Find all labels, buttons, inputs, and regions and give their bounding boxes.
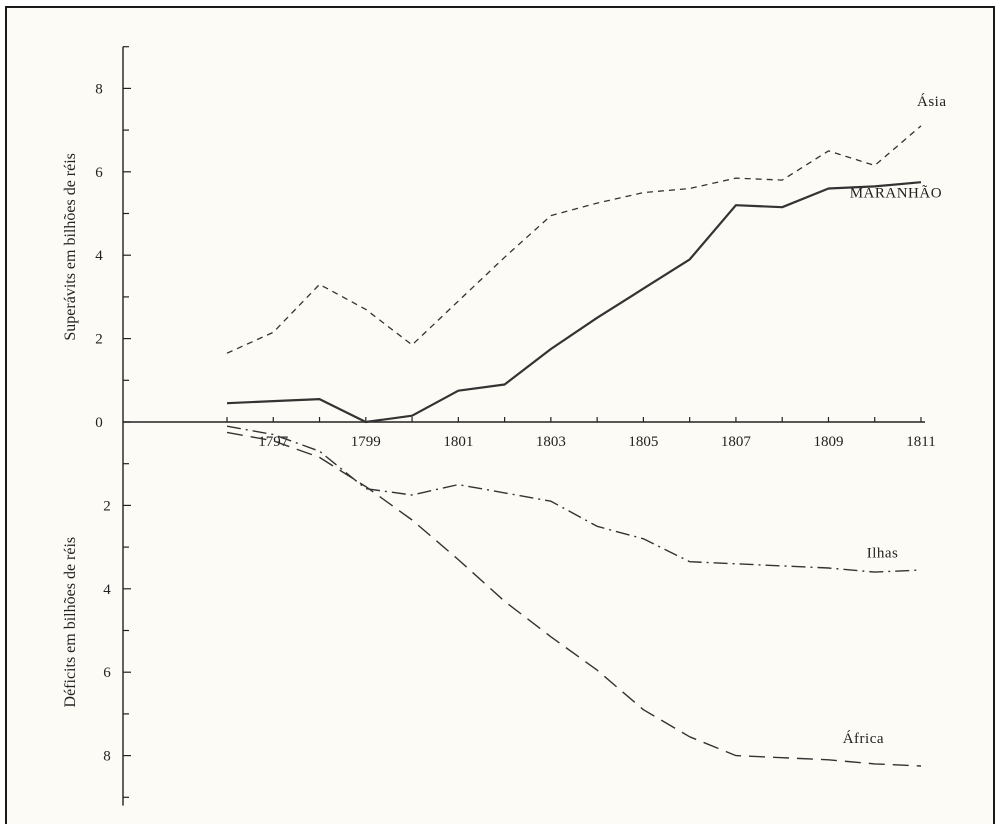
- labels: Superávits em bilhões de réis Déficits e…: [62, 93, 947, 747]
- series-line-1: [226, 181, 922, 424]
- chart-frame: 0 2 4 6 8 2 4 6 8 1797 1799 1801 1803 1805 1807 1809 181…: [5, 6, 995, 824]
- y-tick-label: 2: [95, 332, 103, 348]
- y-tick-label: 4: [95, 248, 103, 264]
- axes: 0 2 4 6 8 2 4 6 8 1797 1799 1801 1803 1805 1807 1809 181…: [95, 46, 936, 806]
- series-line-0: [226, 125, 922, 354]
- y-tick-label: 6: [95, 165, 103, 181]
- x-tick-label: 1805: [628, 434, 658, 450]
- series-label-maranhao: MARANHÃO: [850, 186, 942, 202]
- y-axis-title-upper: Superávits em bilhões de réis: [62, 153, 79, 341]
- x-tick-label: 1799: [351, 434, 381, 450]
- series-label-asia: Ásia: [917, 93, 947, 110]
- y-tick-label: 8: [95, 81, 103, 97]
- y-tick-label: 6: [103, 665, 111, 681]
- y-tick-label: 0: [95, 415, 103, 431]
- y-tick-label: 8: [103, 749, 111, 765]
- series-group: [226, 125, 922, 767]
- series-label-ilhas: Ilhas: [867, 546, 899, 562]
- series-line-2: [226, 425, 922, 573]
- series-label-africa: África: [843, 730, 884, 747]
- x-tick-label: 1801: [443, 434, 473, 450]
- x-tick-label: 1807: [721, 434, 752, 450]
- x-tick-label: 1803: [536, 434, 566, 450]
- y-tick-label: 4: [103, 582, 111, 598]
- x-tick-label: 1809: [813, 434, 843, 450]
- y-tick-label: 2: [103, 498, 111, 514]
- series-line-3: [226, 431, 922, 767]
- line-chart: 0 2 4 6 8 2 4 6 8 1797 1799 1801 1803 1805 1807 1809 181…: [62, 46, 947, 806]
- y-axis-title-lower: Déficits em bilhões de réis: [62, 537, 79, 708]
- x-tick-label: 1797: [258, 434, 289, 450]
- x-tick-label: 1811: [906, 434, 935, 450]
